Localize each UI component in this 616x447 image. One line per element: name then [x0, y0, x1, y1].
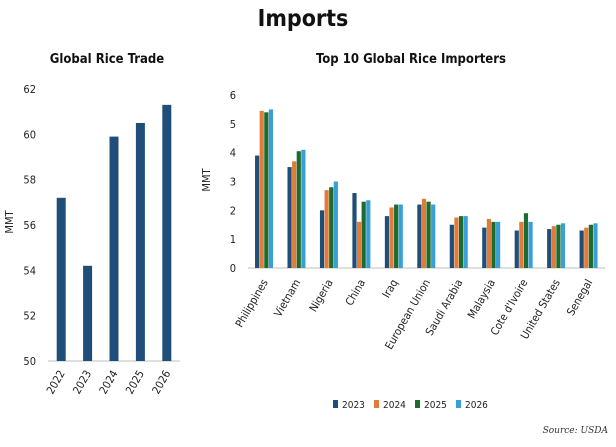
right-bar-2024	[324, 190, 329, 268]
right-bar-2026	[496, 221, 501, 268]
right-bar-2025	[556, 224, 561, 268]
right-x-tick-label: Vietnam	[271, 277, 303, 319]
left-x-tick-label: 2026	[150, 368, 174, 396]
left-x-tick-label: 2022	[44, 368, 68, 396]
source-note: Source: USDA	[543, 426, 609, 436]
right-bar-2025	[588, 224, 593, 268]
right-bar-2026	[463, 216, 468, 268]
right-x-tick-label: Malaysia	[465, 277, 498, 321]
right-y-tick-label: 0	[230, 262, 236, 275]
right-bar-2025	[329, 187, 334, 268]
right-bar-2024	[259, 110, 264, 268]
right-y-tick-label: 6	[230, 89, 236, 102]
right-bar-2026	[301, 149, 306, 268]
right-y-tick-label: 3	[230, 176, 236, 189]
left-y-tick-label: 50	[23, 355, 36, 368]
legend-swatch-2025	[415, 400, 420, 408]
right-x-tick-label: Iraq	[380, 277, 401, 300]
left-bar-2024	[109, 136, 119, 361]
right-bar-2024	[356, 221, 362, 268]
right-bar-2023	[352, 193, 357, 268]
right-bar-2026	[431, 204, 436, 268]
legend-swatch-2023	[333, 400, 338, 408]
right-bar-2025	[523, 213, 529, 268]
right-bar-2023	[384, 216, 390, 268]
legend-label: 2023	[342, 400, 365, 411]
left-y-tick-label: 52	[23, 310, 36, 323]
right-bar-2025	[264, 112, 269, 268]
right-bar-2025	[296, 151, 301, 268]
right-y-tick-label: 2	[230, 204, 236, 217]
left-y-tick-label: 54	[23, 264, 36, 277]
right-bar-2024	[292, 161, 297, 268]
right-bar-2026	[366, 200, 371, 268]
right-bar-2024	[584, 227, 589, 268]
global-rice-trade-chart: Global Rice Trade MMT 50 52 54 56 58 60 62 202…	[3, 52, 180, 396]
left-bar-2022	[56, 197, 66, 361]
right-chart-title: Top 10 Global Rice Importers	[316, 52, 506, 67]
right-bar-2026	[560, 223, 566, 268]
left-x-tick-label: 2025	[123, 368, 147, 396]
right-y-tick-label: 1	[230, 233, 236, 246]
right-bar-2023	[547, 229, 552, 268]
right-bar-2026	[268, 109, 274, 269]
right-bar-2026	[398, 204, 403, 268]
left-x-tick-label: 2023	[70, 368, 94, 396]
right-bar-2025	[458, 216, 464, 268]
left-bar-2026	[162, 104, 172, 361]
legend-swatch-2026	[456, 400, 461, 408]
legend-label: 2024	[383, 400, 406, 411]
right-bar-2025	[491, 221, 496, 268]
right-bar-2024	[519, 221, 524, 268]
right-bar-2023	[579, 230, 584, 268]
left-y-tick-label: 58	[23, 174, 36, 187]
right-bar-2026	[333, 181, 338, 268]
left-chart-title: Global Rice Trade	[50, 52, 165, 67]
right-bar-2025	[394, 204, 399, 268]
right-bar-2025	[426, 201, 431, 268]
right-x-tick-label: Nigeria	[307, 277, 336, 314]
right-bar-2024	[421, 198, 427, 268]
right-y-axis-label: MMT	[200, 167, 213, 191]
right-bar-2023	[482, 227, 487, 268]
right-x-tick-label: China	[343, 277, 368, 308]
right-bar-2025	[361, 201, 366, 268]
right-bar-2026	[593, 223, 598, 268]
right-bar-2023	[287, 167, 292, 268]
left-x-tick-label: 2024	[97, 368, 121, 396]
left-bar-2023	[83, 265, 93, 361]
right-bar-2023	[319, 210, 325, 268]
left-y-tick-label: 62	[23, 83, 36, 96]
right-bar-2024	[454, 217, 459, 268]
right-x-tick-label: Senegal	[564, 277, 595, 318]
main-title: Imports	[258, 6, 349, 32]
left-bar-2025	[135, 123, 145, 361]
right-bar-2023	[449, 224, 454, 268]
right-bar-2024	[486, 218, 492, 268]
left-y-tick-label: 56	[23, 219, 36, 232]
right-bar-2024	[551, 226, 556, 268]
right-x-tick-label: Philippines	[233, 277, 271, 330]
top-importers-chart: Top 10 Global Rice Importers MMT 0 1 2 3 4 5 6…	[200, 52, 605, 411]
legend-label: 2026	[465, 400, 488, 411]
right-y-tick-label: 5	[230, 118, 236, 131]
right-bar-2024	[389, 207, 394, 268]
legend-label: 2025	[424, 400, 447, 411]
left-y-tick-label: 60	[23, 128, 36, 141]
right-bar-2023	[514, 230, 519, 268]
right-bar-2026	[528, 221, 533, 268]
right-bar-2023	[417, 204, 422, 268]
legend-swatch-2024	[374, 400, 379, 408]
right-bar-2023	[255, 155, 260, 268]
right-y-tick-label: 4	[230, 147, 236, 160]
left-y-axis-label: MMT	[3, 209, 16, 233]
